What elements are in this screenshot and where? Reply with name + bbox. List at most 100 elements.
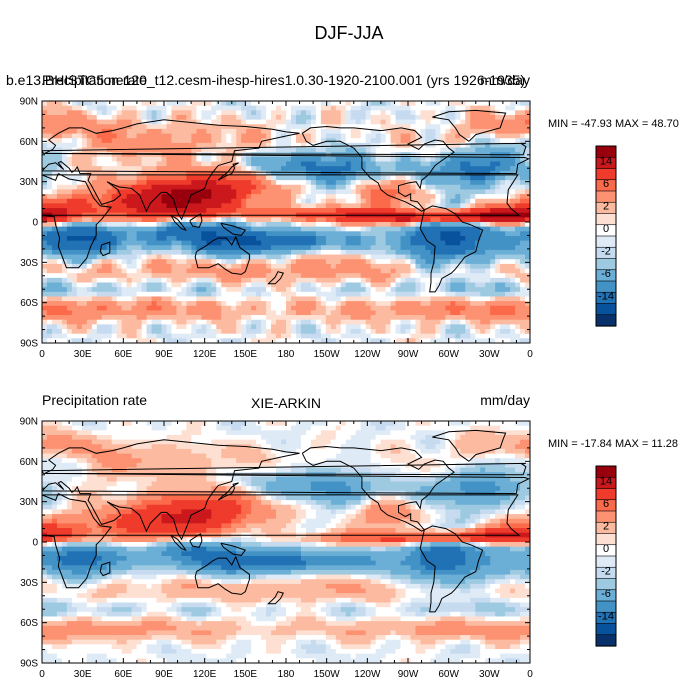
field-cell: [340, 128, 352, 135]
field-cell: [480, 329, 486, 335]
field-cell: [300, 282, 312, 288]
field-cell: [176, 305, 188, 312]
field-cell: [375, 259, 392, 265]
field-cell: [186, 305, 222, 312]
field-cell: [445, 277, 451, 284]
field-cell: [310, 607, 322, 613]
field-cell: [281, 649, 292, 655]
field-cell: [42, 184, 48, 191]
field-cell: [91, 462, 103, 469]
field-cell: [141, 277, 148, 284]
field-cell: [136, 180, 148, 186]
colorbar-label: -6: [601, 588, 611, 600]
field-cell: [211, 282, 217, 288]
field-cell: [271, 291, 282, 298]
field-cell: [510, 189, 516, 195]
field-cell: [395, 175, 407, 181]
field-cell: [465, 105, 471, 111]
field-cell: [146, 649, 163, 655]
field-cell: [71, 495, 78, 501]
field-cell: [360, 235, 377, 242]
field-cell: [290, 138, 297, 144]
field-cell: [181, 249, 192, 256]
field-cell: [435, 434, 446, 441]
field-cell: [485, 180, 496, 186]
field-cell: [420, 175, 461, 181]
field-cell: [295, 644, 302, 650]
field-cell: [310, 338, 322, 343]
field-cell: [241, 476, 252, 483]
field-cell: [315, 249, 322, 256]
field-cell: [425, 189, 432, 195]
field-cell: [420, 607, 432, 613]
field-cell: [42, 287, 68, 293]
field-cell: [56, 504, 68, 511]
field-cell: [206, 467, 217, 473]
field-cell: [91, 453, 133, 459]
field-cell: [290, 467, 307, 473]
field-cell: [246, 110, 252, 116]
field-cell: [86, 287, 93, 293]
field-cell: [266, 142, 272, 149]
field-cell: [42, 166, 58, 172]
field-cell: [101, 555, 128, 562]
field-cell: [435, 203, 441, 209]
field-cell: [390, 156, 397, 163]
field-cell: [455, 105, 466, 111]
field-cell: [191, 110, 197, 116]
field-cell: [86, 588, 98, 594]
field-cell: [221, 301, 227, 307]
field-cell: [211, 486, 227, 492]
field-cell: [500, 161, 516, 167]
field-cell: [395, 495, 402, 501]
field-cell: [340, 518, 352, 524]
field-cell: [410, 263, 417, 270]
field-cell: [365, 166, 382, 172]
field-cell: [161, 305, 178, 312]
field-cell: [266, 315, 327, 321]
field-cell: [485, 574, 506, 580]
field-cell: [66, 481, 83, 487]
field-cell: [415, 630, 530, 636]
field-cell: [161, 514, 212, 520]
field-cell: [256, 166, 262, 172]
field-cell: [510, 324, 516, 330]
field-cell: [186, 310, 222, 316]
field-cell: [395, 338, 407, 343]
field-cell: [495, 105, 506, 111]
field-cell: [211, 439, 257, 445]
field-cell: [176, 635, 227, 641]
field-cell: [42, 222, 58, 228]
field-cell: [495, 189, 511, 195]
field-cell: [221, 259, 227, 265]
field-cell: [345, 324, 362, 330]
field-cell: [161, 119, 168, 125]
field-cell: [315, 180, 327, 186]
min-max-label: MIN = -47.93 MAX = 48.70: [548, 118, 679, 130]
field-cell: [365, 259, 372, 265]
field-cell: [440, 147, 451, 153]
field-cell: [355, 180, 362, 186]
field-cell: [325, 458, 372, 464]
field-cell: [221, 597, 262, 604]
field-cell: [370, 338, 387, 343]
field-cell: [365, 574, 382, 580]
field-cell: [405, 593, 427, 599]
field-cell: [365, 514, 412, 520]
field-cell: [51, 490, 63, 497]
field-cell: [415, 133, 422, 139]
field-cell: [520, 329, 526, 335]
field-cell: [445, 504, 501, 511]
field-cell: [395, 208, 417, 214]
field-cell: [51, 329, 63, 335]
field-cell: [42, 310, 48, 316]
field-cell: [415, 128, 422, 135]
field-cell: [410, 268, 417, 274]
field-cell: [505, 658, 521, 663]
field-cell: [206, 329, 217, 335]
field-cell: [480, 231, 506, 237]
field-cell: [236, 138, 242, 144]
field-cell: [440, 579, 466, 585]
x-tick-label: 120W: [354, 349, 381, 360]
field-cell: [42, 462, 78, 469]
